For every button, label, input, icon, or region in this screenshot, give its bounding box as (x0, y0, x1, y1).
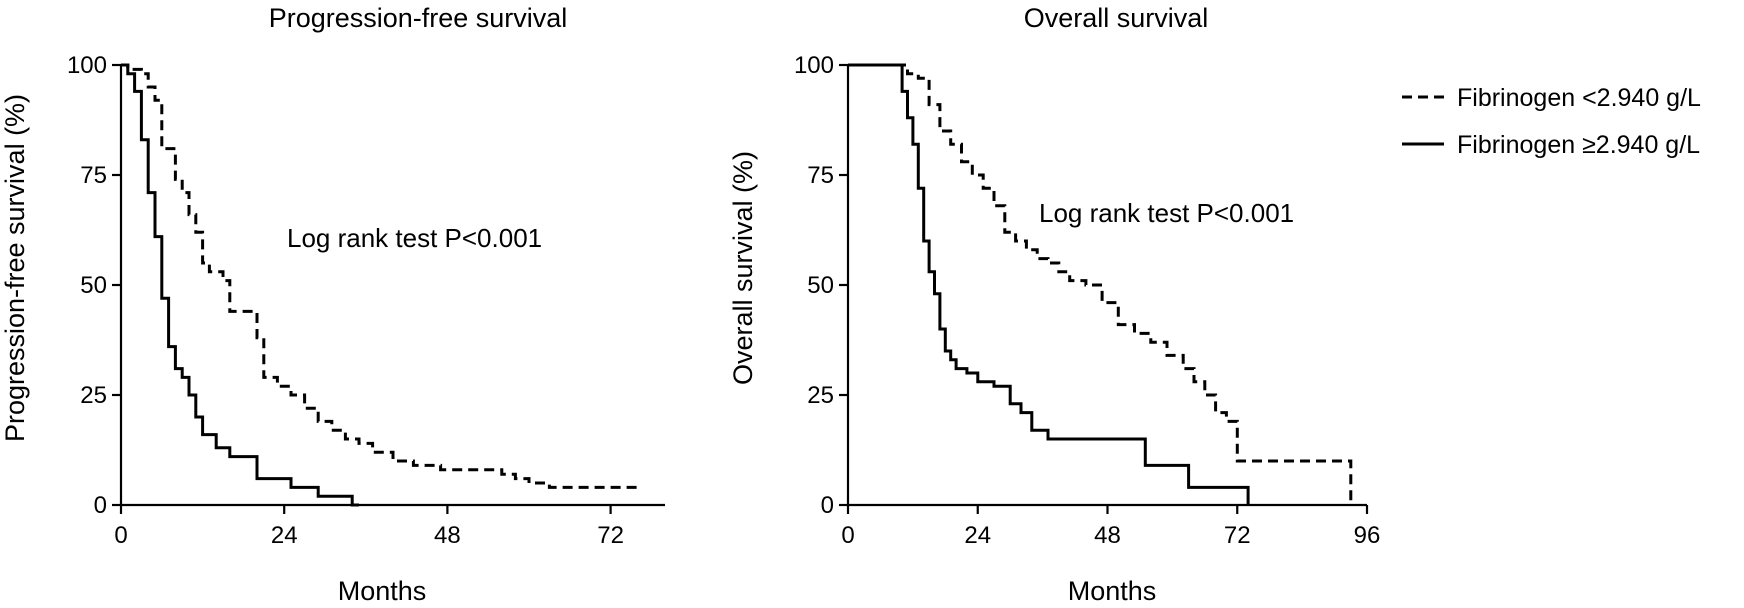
pfs-x-tick-label: 24 (271, 522, 298, 549)
pfs-y-tick-label: 50 (80, 272, 107, 299)
pfs-x-axis-label: Months (338, 576, 427, 606)
os-title: Overall survival (1024, 3, 1209, 33)
os-x-tick-label: 24 (964, 522, 991, 549)
os-x-tick-label: 48 (1094, 522, 1121, 549)
os-x-axis-label: Months (1068, 576, 1157, 606)
os-series-high-fibrinogen (848, 63, 1250, 505)
pfs-series-high-fibrinogen (121, 63, 359, 507)
pfs-x-tick-label: 72 (597, 522, 624, 549)
pfs-panel: Progression-free survival Progression-fr… (0, 3, 665, 606)
os-y-tick-label: 25 (807, 382, 834, 409)
os-y-tick-label: 75 (807, 162, 834, 189)
pfs-y-tick-label: 75 (80, 162, 107, 189)
pfs-y-tick-label: 0 (94, 492, 107, 519)
os-logrank-annotation: Log rank test P<0.001 (1039, 198, 1294, 228)
legend-label-low-fibrinogen: Fibrinogen <2.940 g/L (1457, 84, 1701, 112)
os-series-low-fibrinogen (848, 63, 1353, 505)
pfs-logrank-annotation: Log rank test P<0.001 (287, 223, 542, 253)
os-y-axis-label: Overall survival (%) (728, 151, 758, 385)
os-panel: Overall survival Overall survival (%) Mo… (728, 3, 1380, 606)
pfs-y-tick-label: 25 (80, 382, 107, 409)
os-x-tick-label: 72 (1224, 522, 1251, 549)
pfs-y-axis-label: Progression-free survival (%) (0, 94, 30, 442)
pfs-curves (121, 63, 638, 507)
os-curves (848, 63, 1353, 505)
os-x-tick-label: 96 (1354, 522, 1381, 549)
pfs-title: Progression-free survival (269, 3, 568, 33)
pfs-series-low-fibrinogen (121, 63, 638, 489)
os-x-tick-label: 0 (841, 522, 854, 549)
os-y-tick-label: 0 (821, 492, 834, 519)
pfs-y-tick-label: 100 (67, 52, 107, 79)
os-axes: 0 25 50 75 100 0 24 48 72 96 (794, 52, 1380, 549)
pfs-x-tick-label: 0 (114, 522, 127, 549)
legend: Fibrinogen <2.940 g/L Fibrinogen ≥2.940 … (1402, 84, 1701, 159)
legend-label-high-fibrinogen: Fibrinogen ≥2.940 g/L (1457, 131, 1700, 159)
pfs-x-tick-label: 48 (434, 522, 461, 549)
pfs-axes: 0 25 50 75 100 0 24 48 72 (67, 52, 665, 549)
os-y-tick-label: 100 (794, 52, 834, 79)
os-y-tick-label: 50 (807, 272, 834, 299)
